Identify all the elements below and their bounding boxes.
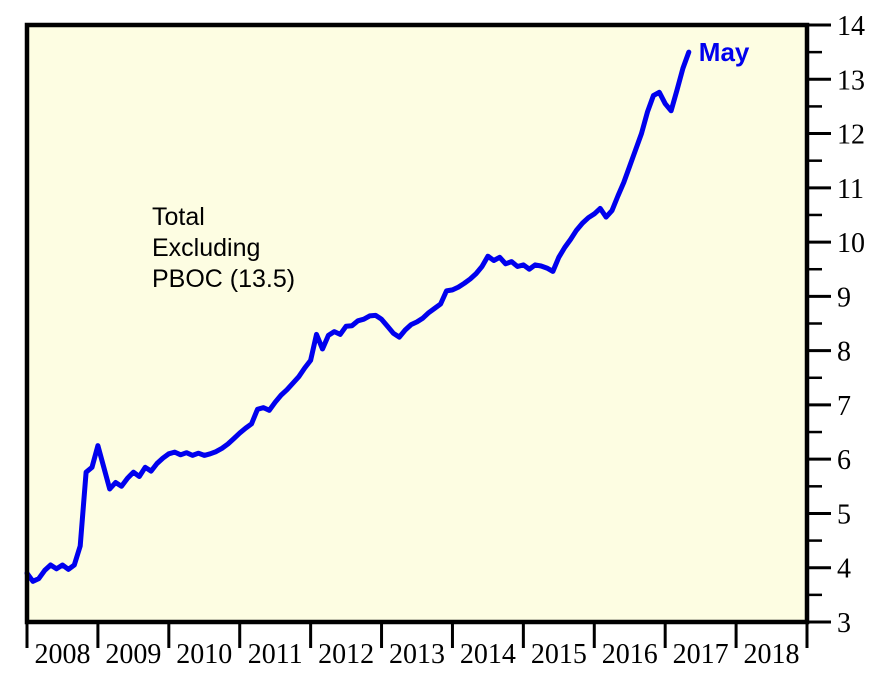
x-axis-year-label: 2012: [318, 639, 374, 670]
y-axis-tick-label: 8: [837, 337, 851, 368]
plot-frame: [24, 22, 810, 625]
y-axis: 3 4 5 6 7 8 9 10 11 12 13 14: [809, 11, 865, 639]
y-axis-tick-label: 3: [837, 608, 851, 639]
x-axis: 2008 2009 2010 2011 2012 2013 2014 2015 2016 2017…: [25, 624, 809, 670]
series-annotation-line-2: Excluding: [152, 234, 260, 262]
series-annotation-line-1: Total: [152, 203, 205, 231]
x-axis-year-label: 2013: [389, 639, 445, 670]
y-axis-tick-label: 6: [837, 445, 851, 476]
x-axis-year-label: 2014: [460, 639, 516, 670]
y-axis-tick-label: 13: [837, 65, 865, 96]
x-axis-year-label: 2017: [673, 639, 729, 670]
y-axis-tick-label: 9: [837, 282, 851, 313]
x-axis-year-label: 2011: [248, 639, 303, 670]
y-axis-tick-label: 14: [837, 11, 865, 42]
x-axis-year-label: 2008: [34, 639, 90, 670]
x-axis-year-label: 2010: [176, 639, 232, 670]
y-axis-tick-label: 5: [837, 499, 851, 530]
y-axis-tick-label: 12: [837, 120, 865, 151]
series-line-total-excluding-pboc: [24, 49, 692, 584]
x-axis-year-label: 2009: [105, 639, 161, 670]
y-axis-tick-label: 11: [837, 174, 864, 205]
y-axis-tick-label: 10: [837, 228, 865, 259]
y-axis-tick-label: 4: [837, 554, 851, 585]
x-axis-year-label: 2016: [602, 639, 658, 670]
x-axis-year-label: 2018: [744, 639, 800, 670]
end-point-label: May: [699, 37, 750, 67]
series-annotation-line-3: PBOC (13.5): [152, 265, 295, 293]
x-axis-year-label: 2015: [531, 639, 587, 670]
y-axis-tick-label: 7: [837, 391, 851, 422]
